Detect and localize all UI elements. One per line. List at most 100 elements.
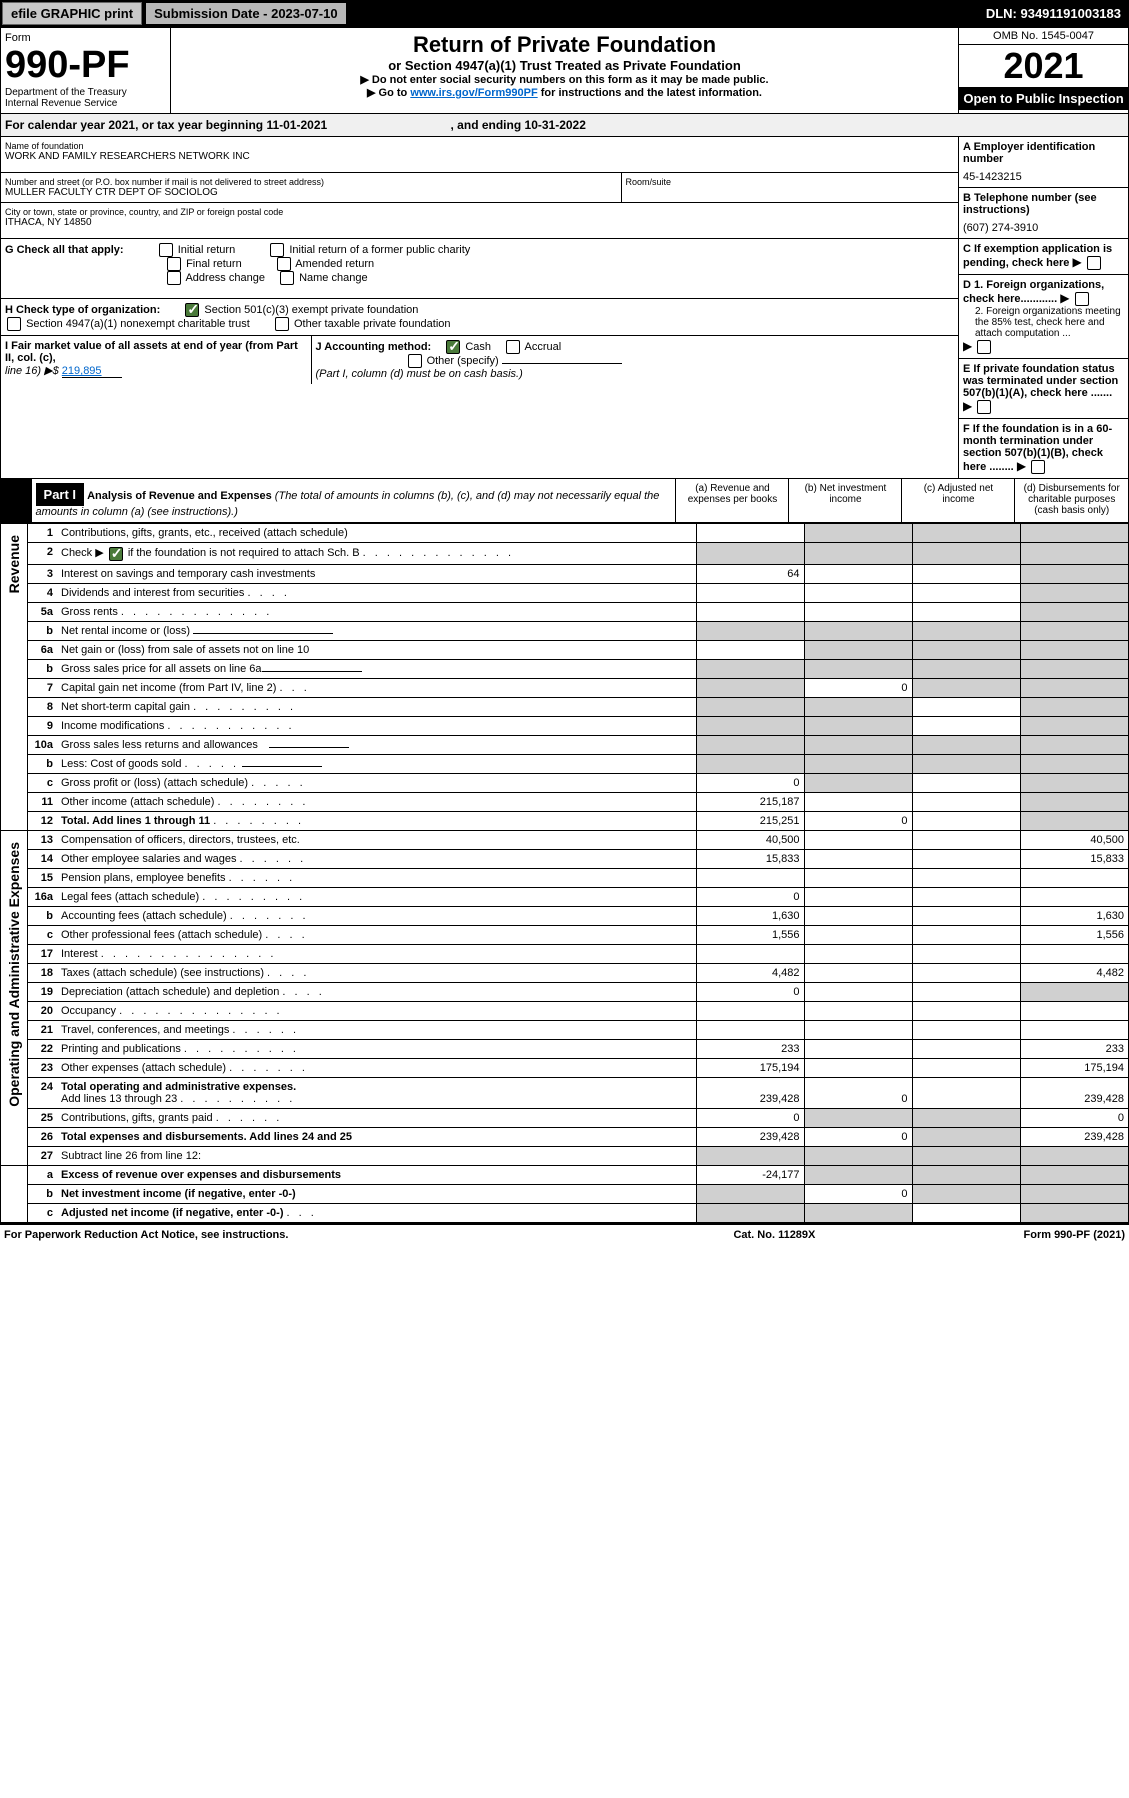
other-taxable-checkbox[interactable] [275, 317, 289, 331]
l16b-d: 1,630 [1020, 906, 1128, 925]
address-block: Number and street (or P.O. box number if… [1, 173, 621, 203]
name-change-checkbox[interactable] [280, 271, 294, 285]
efile-print-button[interactable]: efile GRAPHIC print [2, 2, 142, 25]
address-change-checkbox[interactable] [167, 271, 181, 285]
line-4: Dividends and interest from securities .… [57, 583, 696, 602]
foreign-org-checkbox[interactable] [1075, 292, 1089, 306]
col-d-header: (d) Disbursements for charitable purpose… [1015, 479, 1128, 523]
line-10a: Gross sales less returns and allowances [57, 735, 696, 754]
line-17: Interest . . . . . . . . . . . . . . . [57, 944, 696, 963]
fmv-value[interactable]: 219,895 [62, 365, 122, 378]
dept-label: Department of the Treasury [5, 87, 166, 98]
form-subtitle: or Section 4947(a)(1) Trust Treated as P… [175, 58, 954, 73]
revenue-side-label: Revenue [6, 527, 22, 601]
col-a-header: (a) Revenue and expenses per books [676, 479, 789, 523]
l26-a: 239,428 [696, 1127, 804, 1146]
cash-checkbox[interactable] [446, 340, 460, 354]
form-title: Return of Private Foundation [175, 32, 954, 58]
foundation-name: WORK AND FAMILY RESEARCHERS NETWORK INC [5, 151, 954, 162]
form-number: 990-PF [5, 44, 166, 87]
line-12: Total. Add lines 1 through 11 . . . . . … [57, 811, 696, 830]
final-return-checkbox[interactable] [167, 257, 181, 271]
line-27a: Excess of revenue over expenses and disb… [57, 1165, 696, 1184]
omb-number: OMB No. 1545-0047 [959, 28, 1128, 45]
l22-d: 233 [1020, 1039, 1128, 1058]
line-27c: Adjusted net income (if negative, enter … [57, 1203, 696, 1223]
foreign-85-checkbox[interactable] [977, 340, 991, 354]
l24-d: 239,428 [1020, 1077, 1128, 1108]
part1-label: Part I [36, 483, 85, 506]
l12-b: 0 [804, 811, 912, 830]
form990pf-link[interactable]: www.irs.gov/Form990PF [410, 87, 537, 99]
line-10c: Gross profit or (loss) (attach schedule)… [57, 773, 696, 792]
open-public: Open to Public Inspection [959, 87, 1128, 110]
dln-label: DLN: 93491191003183 [986, 6, 1127, 21]
room-block: Room/suite [621, 173, 958, 203]
line-25: Contributions, gifts, grants paid . . . … [57, 1108, 696, 1127]
line-19: Depreciation (attach schedule) and deple… [57, 982, 696, 1001]
section-f: F If the foundation is in a 60-month ter… [959, 419, 1128, 478]
l27b-b: 0 [804, 1184, 912, 1203]
line-7: Capital gain net income (from Part IV, l… [57, 678, 696, 697]
line-1: Contributions, gifts, grants, etc., rece… [57, 524, 696, 543]
section-g: G Check all that apply: Initial return I… [1, 239, 958, 299]
60month-checkbox[interactable] [1031, 460, 1045, 474]
l16a-a: 0 [696, 887, 804, 906]
line-8: Net short-term capital gain . . . . . . … [57, 697, 696, 716]
top-bar: efile GRAPHIC print Submission Date - 20… [0, 0, 1129, 27]
line-14: Other employee salaries and wages . . . … [57, 849, 696, 868]
501c3-checkbox[interactable] [185, 303, 199, 317]
l26-b: 0 [804, 1127, 912, 1146]
amended-return-checkbox[interactable] [277, 257, 291, 271]
foundation-name-block: Name of foundation WORK AND FAMILY RESEA… [1, 137, 958, 173]
ein-value: 45-1423215 [963, 171, 1124, 183]
line-9: Income modifications . . . . . . . . . .… [57, 716, 696, 735]
status-terminated-checkbox[interactable] [977, 400, 991, 414]
line-26: Total expenses and disbursements. Add li… [57, 1127, 696, 1146]
section-a: A Employer identification number 45-1423… [959, 137, 1128, 188]
l19-a: 0 [696, 982, 804, 1001]
part1-title: Analysis of Revenue and Expenses [87, 490, 272, 502]
line-27b: Net investment income (if negative, ente… [57, 1184, 696, 1203]
other-method-checkbox[interactable] [408, 354, 422, 368]
schb-checkbox[interactable] [109, 547, 123, 561]
col-c-header: (c) Adjusted net income [902, 479, 1015, 523]
initial-former-checkbox[interactable] [270, 243, 284, 257]
note-ssn: ▶ Do not enter social security numbers o… [175, 73, 954, 86]
line-3: Interest on savings and temporary cash i… [57, 564, 696, 583]
line-6a: Net gain or (loss) from sale of assets n… [57, 640, 696, 659]
line-2: Check ▶ if the foundation is not require… [57, 543, 696, 564]
initial-return-checkbox[interactable] [159, 243, 173, 257]
accrual-checkbox[interactable] [506, 340, 520, 354]
4947a1-checkbox[interactable] [7, 317, 21, 331]
line-16a: Legal fees (attach schedule) . . . . . .… [57, 887, 696, 906]
part1-table: Part I Analysis of Revenue and Expenses … [0, 479, 1129, 1224]
line-13: Compensation of officers, directors, tru… [57, 830, 696, 849]
section-h: H Check type of organization: Section 50… [1, 299, 958, 336]
l13-a: 40,500 [696, 830, 804, 849]
l11-a: 215,187 [696, 792, 804, 811]
l3-a: 64 [696, 564, 804, 583]
line-22: Printing and publications . . . . . . . … [57, 1039, 696, 1058]
l18-d: 4,482 [1020, 963, 1128, 982]
line-15: Pension plans, employee benefits . . . .… [57, 868, 696, 887]
line-16c: Other professional fees (attach schedule… [57, 925, 696, 944]
street-address: MULLER FACULTY CTR DEPT OF SOCIOLOG [5, 187, 617, 198]
section-b: B Telephone number (see instructions) (6… [959, 188, 1128, 239]
l13-d: 40,500 [1020, 830, 1128, 849]
year-cell: OMB No. 1545-0047 2021 Open to Public In… [959, 28, 1129, 114]
l14-a: 15,833 [696, 849, 804, 868]
pra-notice: For Paperwork Reduction Act Notice, see … [0, 1225, 671, 1245]
form-table: Form 990-PF Department of the Treasury I… [0, 27, 1129, 479]
exemption-pending-checkbox[interactable] [1087, 256, 1101, 270]
l23-d: 175,194 [1020, 1058, 1128, 1077]
form-id-cell: Form 990-PF Department of the Treasury I… [1, 28, 171, 114]
form-footer: Form 990-PF (2021) [878, 1225, 1129, 1245]
line-18: Taxes (attach schedule) (see instruction… [57, 963, 696, 982]
l25-d: 0 [1020, 1108, 1128, 1127]
l16b-a: 1,630 [696, 906, 804, 925]
l16c-a: 1,556 [696, 925, 804, 944]
calendar-year-row: For calendar year 2021, or tax year begi… [1, 114, 1129, 137]
section-i: I Fair market value of all assets at end… [1, 336, 311, 384]
l10c-a: 0 [696, 773, 804, 792]
